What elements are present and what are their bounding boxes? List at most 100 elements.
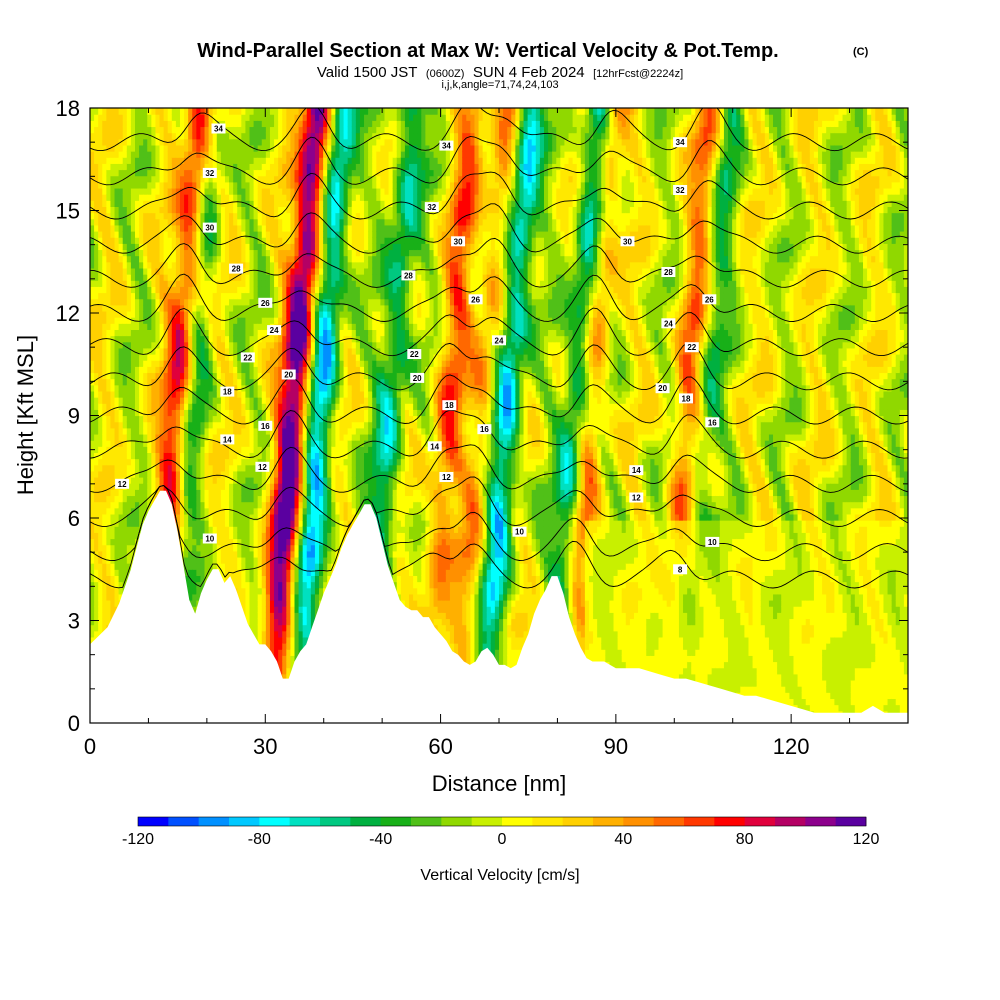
x-tick-label: 30 [253, 734, 277, 759]
isentrope-label: 22 [407, 349, 422, 359]
y-tick-label: 9 [68, 404, 80, 429]
isentrope-label: 16 [477, 424, 492, 435]
colorbar-swatch [289, 817, 321, 826]
isentrope-label: 12 [439, 472, 454, 482]
isentrope-label: 20 [655, 383, 670, 394]
isentrope-label: 30 [202, 222, 217, 233]
colorbar-swatch [775, 817, 806, 826]
y-tick-label: 18 [56, 96, 80, 121]
colorbar-swatch [532, 817, 564, 826]
isentrope-line [90, 444, 908, 493]
subtitle-zulu: (0600Z) [426, 68, 465, 80]
colorbar: -120 -80 -40 0 40 80 120 [122, 816, 880, 848]
colorbar-swatch [320, 817, 351, 826]
colorbar-swatch [593, 817, 624, 826]
isentrope-line [90, 484, 908, 589]
isentrope-line [90, 273, 908, 322]
isentrope-label: 24 [661, 318, 676, 329]
isentrope-label: 10 [705, 536, 720, 547]
colorbar-swatch [411, 817, 442, 826]
isentrope-label: 22 [240, 352, 255, 363]
colorbar-label: Vertical Velocity [cm/s] [420, 867, 579, 884]
colorbar-tick-label: -120 [122, 831, 154, 848]
x-tick-label: 60 [428, 734, 452, 759]
y-tick-label: 0 [68, 711, 80, 736]
y-tick-label: 3 [68, 609, 80, 634]
colorbar-swatch [198, 817, 230, 826]
isentrope-line [90, 409, 908, 459]
colorbar-swatch [835, 817, 867, 826]
isentrope-label: 18 [220, 386, 235, 397]
colorbar-swatch [471, 817, 503, 826]
colorbar-swatch [138, 817, 169, 826]
x-tick-label: 120 [773, 734, 810, 759]
isentrope-label: 22 [684, 342, 699, 353]
y-tick-label: 12 [56, 301, 80, 326]
y-axis: 0 3 6 9 12 15 18 [56, 96, 908, 736]
colorbar-swatch [805, 817, 837, 826]
potential-temperature-contours [90, 108, 908, 589]
colorbar-swatch [229, 817, 260, 826]
contour-labels: 34 34 34 32 32 32 30 30 30 28 28 28 26 26 26 24 24 24 22 22… [115, 123, 720, 575]
isentrope-label: 16 [705, 417, 720, 428]
isentrope-label: 32 [202, 167, 217, 178]
chart-subtitle: Valid 1500 JST (0600Z) SUN 4 Feb 2024 [1… [317, 64, 683, 81]
isentrope-label: 28 [661, 267, 676, 277]
isentrope-label: 16 [258, 420, 273, 431]
isentrope-label: 8 [673, 564, 688, 575]
y-axis-label: Height [Kft MSL] [13, 335, 38, 495]
terrain [90, 490, 908, 723]
isentrope-label: 32 [424, 202, 439, 213]
isentrope-label: 12 [629, 492, 644, 503]
colorbar-swatch [441, 817, 473, 826]
isentrope-label: 28 [401, 270, 416, 281]
colorbar-tick-label: 40 [614, 831, 632, 848]
isentrope-label: 24 [267, 325, 282, 336]
isentrope-label: 26 [468, 294, 483, 305]
isentrope-label: 32 [673, 185, 688, 195]
colorbar-tick-label: 80 [736, 831, 754, 848]
isentrope-label: 10 [512, 526, 527, 537]
isentrope-label: 34 [211, 123, 226, 134]
colorbar-swatch [168, 817, 200, 826]
colorbar-tick-label: 120 [853, 831, 880, 848]
isentrope-label: 10 [202, 533, 217, 544]
isentrope-label: 26 [702, 294, 717, 305]
colorbar-tick-label: 0 [498, 831, 507, 848]
isentrope-label: 24 [492, 335, 506, 346]
x-axis: 0 30 60 90 120 [84, 108, 909, 759]
colorbar-swatch [502, 817, 533, 826]
colorbar-swatch [350, 817, 382, 826]
subtitle-date: SUN 4 Feb 2024 [473, 64, 585, 81]
x-axis-label: Distance [nm] [432, 771, 567, 796]
isentrope-label: 20 [410, 372, 425, 383]
isentrope-label: 34 [439, 140, 454, 151]
isentrope-label: 12 [255, 461, 270, 472]
chart-params: i,j,k,angle=71,74,24,103 [441, 79, 558, 91]
colorbar-swatch [653, 817, 685, 826]
isentrope-label: 18 [679, 393, 693, 404]
subtitle-forecast: [12hrFcst@2224z] [593, 68, 683, 80]
colorbar-swatch [684, 817, 715, 826]
isentrope-label: 18 [442, 400, 457, 411]
colorbar-swatch [259, 817, 291, 826]
isentrope-label: 14 [220, 434, 235, 445]
colorbar-swatch [714, 817, 746, 826]
isentrope-label: 28 [229, 263, 244, 274]
y-tick-label: 6 [68, 506, 80, 531]
terrain-mask [90, 490, 908, 723]
isentrope-line [90, 135, 908, 186]
isentrope-label: 14 [629, 465, 644, 476]
isentrope-line [90, 374, 908, 425]
isentrope-label: 26 [258, 297, 273, 308]
isentrope-line [90, 476, 908, 527]
isentrope-line [90, 484, 908, 562]
x-tick-label: 0 [84, 734, 96, 759]
isentrope-label: 30 [620, 236, 635, 247]
isentrope-label: 12 [115, 478, 130, 489]
isentrope-line [90, 203, 908, 254]
y-tick-label: 15 [56, 199, 80, 224]
isentrope-label: 14 [427, 441, 442, 452]
